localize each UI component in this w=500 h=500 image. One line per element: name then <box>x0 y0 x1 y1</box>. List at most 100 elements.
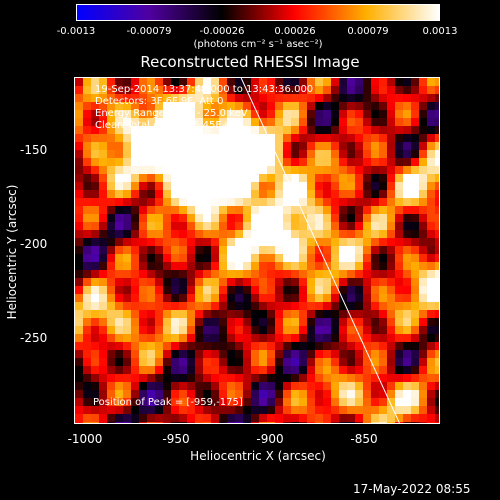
heatmap-cell <box>203 286 211 294</box>
heatmap-cell <box>275 406 283 414</box>
heatmap-cell <box>427 158 435 166</box>
heatmap-cell <box>91 390 99 398</box>
heatmap-cell <box>419 174 427 182</box>
heatmap-cell <box>147 150 155 158</box>
heatmap-cell <box>419 398 427 406</box>
heatmap-cell <box>123 78 131 86</box>
heatmap-cell <box>83 78 91 86</box>
heatmap-cell <box>163 102 171 110</box>
heatmap-cell <box>435 238 439 246</box>
heatmap-cell <box>99 166 107 174</box>
heatmap-cell <box>171 118 179 126</box>
heatmap-cell <box>275 326 283 334</box>
heatmap-cell <box>411 134 419 142</box>
heatmap-cell <box>347 334 355 342</box>
heatmap-cell <box>243 174 251 182</box>
heatmap-cell <box>395 86 403 94</box>
heatmap-cell <box>427 374 435 382</box>
heatmap-cell <box>195 310 203 318</box>
heatmap-cell <box>75 286 83 294</box>
colorbar-tick: 0.00026 <box>274 26 316 37</box>
heatmap-cell <box>99 94 107 102</box>
heatmap-cell <box>299 86 307 94</box>
peak-position-label: Position of Peak = [-959,-175] <box>93 397 243 408</box>
heatmap-cell <box>123 382 131 390</box>
heatmap-cell <box>275 294 283 302</box>
heatmap-cell <box>115 150 123 158</box>
heatmap-cell <box>139 310 147 318</box>
heatmap-cell <box>115 326 123 334</box>
heatmap-cell <box>347 222 355 230</box>
heatmap-cell <box>195 334 203 342</box>
heatmap-cell <box>387 126 395 134</box>
heatmap-cell <box>371 102 379 110</box>
heatmap-cell <box>331 238 339 246</box>
heatmap-cell <box>371 374 379 382</box>
heatmap-cell <box>307 286 315 294</box>
heatmap-cell <box>91 382 99 390</box>
heatmap-cell <box>147 262 155 270</box>
heatmap-cell <box>131 230 139 238</box>
heatmap-cell <box>203 238 211 246</box>
heatmap-cell <box>371 110 379 118</box>
heatmap-cell <box>251 270 259 278</box>
heatmap-cell <box>203 254 211 262</box>
heatmap-cell <box>315 182 323 190</box>
heatmap-cell <box>291 254 299 262</box>
heatmap-cell <box>83 270 91 278</box>
heatmap-cell <box>163 342 171 350</box>
heatmap-cell <box>403 94 411 102</box>
heatmap-cell <box>419 150 427 158</box>
heatmap-cell <box>83 94 91 102</box>
heatmap-cell <box>355 286 363 294</box>
heatmap-cell <box>411 78 419 86</box>
heatmap-cell <box>139 286 147 294</box>
heatmap-cell <box>203 342 211 350</box>
heatmap-cell <box>131 206 139 214</box>
heatmap-cell <box>435 142 439 150</box>
heatmap-cell <box>275 198 283 206</box>
heatmap-cell <box>435 246 439 254</box>
heatmap-cell <box>75 246 83 254</box>
heatmap-cell <box>235 190 243 198</box>
heatmap-cell <box>179 110 187 118</box>
heatmap-cell <box>219 166 227 174</box>
heatmap-cell <box>235 278 243 286</box>
heatmap-cell <box>347 198 355 206</box>
heatmap-cell <box>427 190 435 198</box>
heatmap-cell <box>339 270 347 278</box>
heatmap-cell <box>331 182 339 190</box>
heatmap-cell <box>379 270 387 278</box>
heatmap-cell <box>315 342 323 350</box>
heatmap-cell <box>179 382 187 390</box>
heatmap-cell <box>163 134 171 142</box>
heatmap-cell <box>259 326 267 334</box>
heatmap-cell <box>235 126 243 134</box>
solar-limb-line <box>240 78 400 423</box>
heatmap-cell <box>259 254 267 262</box>
heatmap-cell <box>219 350 227 358</box>
heatmap-cell <box>315 334 323 342</box>
heatmap-cell <box>91 342 99 350</box>
heatmap-cell <box>291 102 299 110</box>
heatmap-cell <box>331 358 339 366</box>
heatmap-cell <box>211 334 219 342</box>
heatmap-cell <box>211 94 219 102</box>
heatmap-cell <box>163 246 171 254</box>
heatmap-cell <box>355 198 363 206</box>
heatmap-cell <box>411 326 419 334</box>
heatmap-cell <box>251 214 259 222</box>
heatmap-cell <box>315 214 323 222</box>
heatmap-cell <box>355 262 363 270</box>
heatmap-cell <box>251 310 259 318</box>
heatmap-cell <box>331 366 339 374</box>
heatmap-cell <box>171 302 179 310</box>
heatmap-cell <box>235 198 243 206</box>
heatmap-cell <box>395 318 403 326</box>
heatmap-cell <box>107 286 115 294</box>
heatmap-cell <box>355 326 363 334</box>
heatmap-cell <box>379 294 387 302</box>
heatmap-cell <box>307 134 315 142</box>
heatmap-cell <box>91 94 99 102</box>
heatmap-cell <box>419 118 427 126</box>
